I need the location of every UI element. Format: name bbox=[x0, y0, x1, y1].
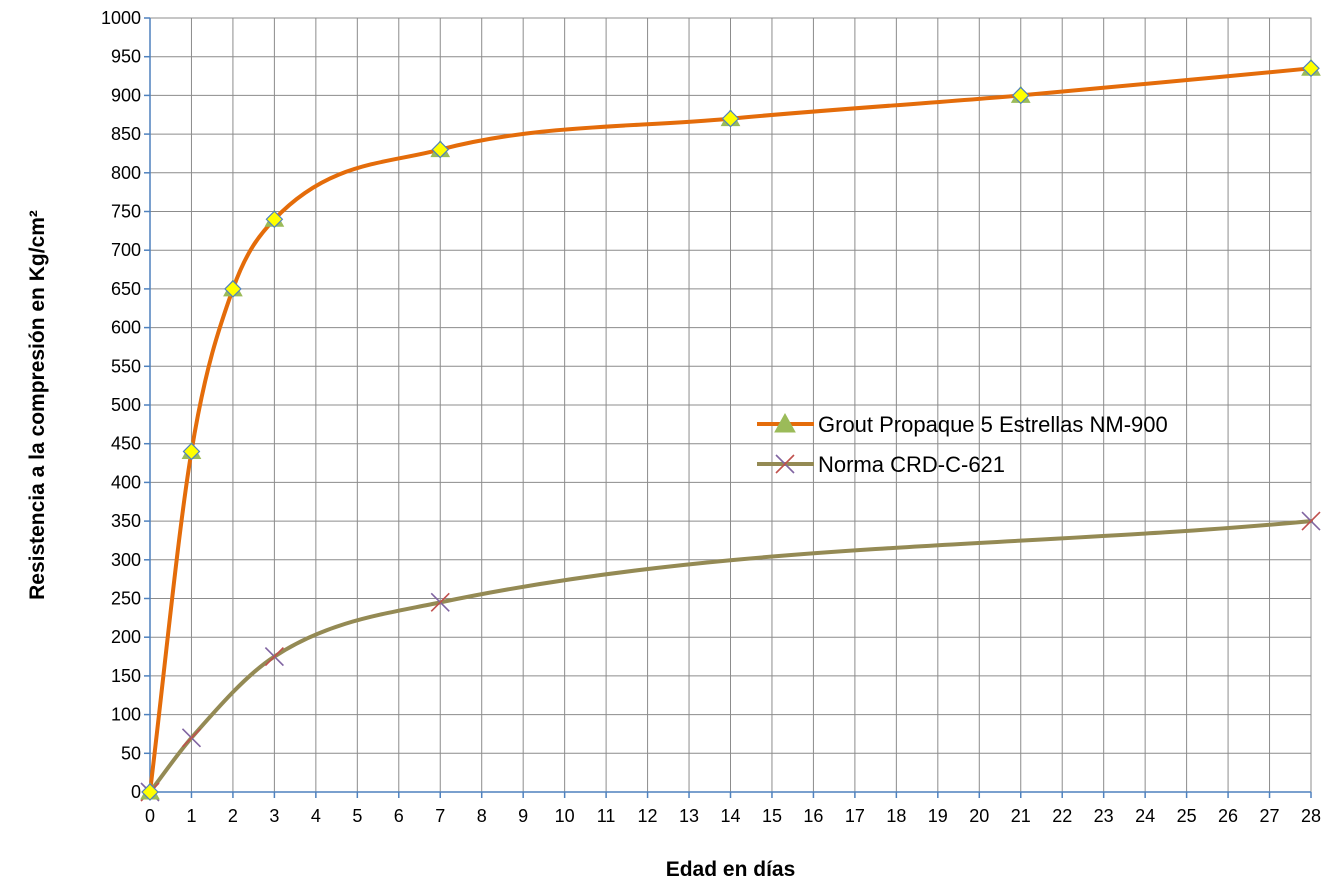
x-tick-label: 11 bbox=[597, 806, 616, 826]
data-point-series-1 bbox=[264, 209, 285, 229]
y-tick-label: 950 bbox=[111, 47, 141, 67]
y-axis-title: Resistencia a la compresión en Kg/cm² bbox=[26, 210, 49, 600]
x-tick-label: 18 bbox=[886, 806, 906, 826]
y-tick-label: 900 bbox=[111, 85, 141, 105]
x-tick-label: 10 bbox=[555, 806, 575, 826]
diamond-marker bbox=[1011, 86, 1030, 105]
axes: 0501001502002503003504004505005506006507… bbox=[101, 8, 1321, 826]
y-tick-label: 350 bbox=[111, 511, 141, 531]
y-tick-label: 100 bbox=[111, 705, 141, 725]
x-tick-label: 1 bbox=[186, 806, 196, 826]
y-tick-label: 300 bbox=[111, 550, 141, 570]
y-tick-label: 800 bbox=[111, 163, 141, 183]
y-tick-label: 850 bbox=[111, 124, 141, 144]
data-point-series-1 bbox=[1301, 58, 1321, 78]
x-tick-label: 8 bbox=[477, 806, 487, 826]
y-tick-label: 200 bbox=[111, 627, 141, 647]
grid bbox=[149, 17, 1312, 793]
x-tick-label: 21 bbox=[1011, 806, 1031, 826]
x-tick-label: 24 bbox=[1135, 806, 1155, 826]
x-tick-label: 6 bbox=[394, 806, 404, 826]
y-tick-label: 750 bbox=[111, 202, 141, 222]
legend-marker-2 bbox=[775, 454, 795, 474]
legend: Grout Propaque 5 Estrellas NM-900 Norma C… bbox=[757, 412, 1168, 477]
data-point-series-1 bbox=[181, 441, 202, 461]
y-tick-label: 50 bbox=[121, 743, 141, 763]
y-tick-label: 600 bbox=[111, 318, 141, 338]
x-tick-label: 20 bbox=[969, 806, 989, 826]
x-tick-label: 5 bbox=[352, 806, 362, 826]
y-tick-label: 500 bbox=[111, 395, 141, 415]
diamond-marker bbox=[1302, 59, 1320, 78]
diamond-marker bbox=[141, 783, 159, 801]
y-tick-label: 400 bbox=[111, 472, 141, 492]
x-tick-label: 19 bbox=[928, 806, 948, 826]
x-tick-label: 23 bbox=[1094, 806, 1114, 826]
x-marker-stroke bbox=[430, 592, 450, 612]
x-tick-label: 14 bbox=[720, 806, 740, 826]
x-tick-label: 3 bbox=[269, 806, 279, 826]
legend-label-2: Norma CRD-C-621 bbox=[818, 452, 1005, 477]
diamond-marker bbox=[182, 442, 201, 461]
x-tick-label: 22 bbox=[1052, 806, 1072, 826]
y-tick-label: 0 bbox=[131, 782, 141, 802]
x-tick-label: 25 bbox=[1177, 806, 1197, 826]
diamond-marker bbox=[224, 280, 242, 298]
x-marker-stroke bbox=[775, 454, 795, 474]
data-point-series-1 bbox=[720, 108, 741, 128]
data-point-series-2 bbox=[181, 728, 202, 748]
data-point-series-1 bbox=[1010, 85, 1031, 105]
x-tick-label: 7 bbox=[435, 806, 445, 826]
data-point-series-1 bbox=[223, 278, 243, 298]
x-tick-label: 13 bbox=[679, 806, 699, 826]
data-point-series-1 bbox=[140, 781, 160, 801]
data-point-series-2 bbox=[1301, 511, 1321, 531]
x-tick-label: 0 bbox=[145, 806, 155, 826]
x-tick-label: 2 bbox=[228, 806, 238, 826]
y-tick-label: 650 bbox=[111, 279, 141, 299]
x-tick-label: 28 bbox=[1301, 806, 1321, 826]
data-point-series-2 bbox=[430, 592, 450, 612]
data-point-series-1 bbox=[430, 139, 451, 159]
y-tick-label: 250 bbox=[111, 589, 141, 609]
legend-marker-1 bbox=[774, 412, 796, 433]
x-tick-label: 4 bbox=[311, 806, 321, 826]
x-tick-label: 27 bbox=[1260, 806, 1280, 826]
y-tick-label: 550 bbox=[111, 356, 141, 376]
x-tick-label: 9 bbox=[518, 806, 528, 826]
y-tick-label: 150 bbox=[111, 666, 141, 686]
triangle-marker bbox=[774, 412, 796, 433]
diamond-marker bbox=[265, 210, 284, 229]
legend-label-1: Grout Propaque 5 Estrellas NM-900 bbox=[818, 412, 1168, 437]
diamond-marker bbox=[721, 109, 740, 128]
x-marker-stroke bbox=[264, 646, 284, 667]
y-tick-label: 450 bbox=[111, 434, 141, 454]
x-tick-label: 26 bbox=[1218, 806, 1238, 826]
x-axis-title: Edad en días bbox=[666, 858, 796, 881]
series bbox=[140, 58, 1321, 802]
data-point-series-2 bbox=[264, 646, 284, 667]
diamond-marker bbox=[431, 140, 450, 159]
x-marker-stroke bbox=[181, 728, 202, 748]
y-tick-label: 700 bbox=[111, 240, 141, 260]
x-tick-label: 16 bbox=[803, 806, 823, 826]
x-tick-label: 17 bbox=[845, 806, 865, 826]
y-tick-label: 1000 bbox=[101, 8, 141, 28]
x-tick-label: 12 bbox=[638, 806, 658, 826]
x-marker-stroke bbox=[1301, 511, 1321, 531]
x-tick-label: 15 bbox=[762, 806, 782, 826]
